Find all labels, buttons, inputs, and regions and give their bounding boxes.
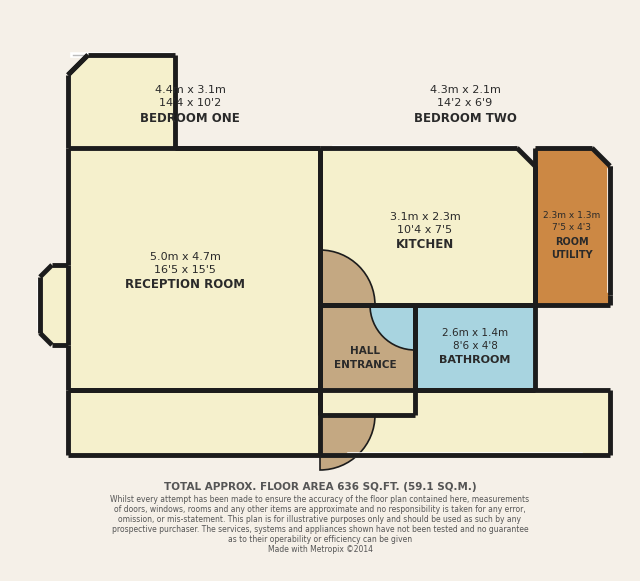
- Text: 8'6 x 4'8: 8'6 x 4'8: [452, 341, 497, 351]
- Polygon shape: [40, 265, 52, 277]
- Polygon shape: [517, 148, 535, 166]
- Wedge shape: [370, 305, 415, 350]
- Polygon shape: [68, 55, 88, 75]
- Wedge shape: [320, 250, 375, 305]
- Bar: [40, 265, 68, 345]
- Text: ROOM: ROOM: [555, 237, 589, 247]
- Bar: [68, 148, 320, 390]
- Bar: [415, 305, 535, 390]
- Text: TOTAL APPROX. FLOOR AREA 636 SQ.FT. (59.1 SQ.M.): TOTAL APPROX. FLOOR AREA 636 SQ.FT. (59.…: [164, 482, 476, 492]
- Text: 16'5 x 15'5: 16'5 x 15'5: [154, 265, 216, 275]
- Text: omission, or mis-statement. This plan is for illustrative purposes only and shou: omission, or mis-statement. This plan is…: [118, 515, 522, 523]
- Text: KITCHEN: KITCHEN: [396, 238, 454, 252]
- Polygon shape: [592, 148, 610, 166]
- Text: as to their operability or efficiency can be given: as to their operability or efficiency ca…: [228, 535, 412, 543]
- Text: 14'4 x 10'2: 14'4 x 10'2: [159, 98, 221, 108]
- Bar: [535, 148, 610, 305]
- Text: of doors, windows, rooms and any other items are approximate and no responsibili: of doors, windows, rooms and any other i…: [114, 504, 526, 514]
- Text: 7'5 x 4'3: 7'5 x 4'3: [552, 224, 591, 232]
- Polygon shape: [40, 333, 52, 345]
- Text: prospective purchaser. The services, systems and appliances shown have not been : prospective purchaser. The services, sys…: [112, 525, 528, 533]
- Text: BEDROOM TWO: BEDROOM TWO: [413, 112, 516, 124]
- Bar: [320, 148, 535, 305]
- Text: HALL: HALL: [350, 346, 380, 356]
- Text: BATHROOM: BATHROOM: [439, 355, 511, 365]
- Text: 3.1m x 2.3m: 3.1m x 2.3m: [390, 212, 460, 222]
- Wedge shape: [320, 415, 375, 470]
- Text: BEDROOM ONE: BEDROOM ONE: [140, 112, 240, 124]
- Text: 2.3m x 1.3m: 2.3m x 1.3m: [543, 210, 600, 220]
- Text: UTILITY: UTILITY: [551, 250, 593, 260]
- Bar: [320, 305, 415, 415]
- Text: 14'2 x 6'9: 14'2 x 6'9: [437, 98, 493, 108]
- Text: 10'4 x 7'5: 10'4 x 7'5: [397, 225, 452, 235]
- Text: 5.0m x 4.7m: 5.0m x 4.7m: [150, 252, 220, 262]
- Bar: [68, 55, 175, 148]
- Text: 4.3m x 2.1m: 4.3m x 2.1m: [429, 85, 500, 95]
- Bar: [320, 390, 610, 455]
- Text: Made with Metropix ©2014: Made with Metropix ©2014: [268, 546, 372, 554]
- Text: ENTRANCE: ENTRANCE: [333, 360, 396, 370]
- Text: 2.6m x 1.4m: 2.6m x 1.4m: [442, 328, 508, 338]
- Text: 4.4m x 3.1m: 4.4m x 3.1m: [155, 85, 225, 95]
- Text: RECEPTION ROOM: RECEPTION ROOM: [125, 278, 245, 292]
- Bar: [68, 390, 320, 455]
- Text: Whilst every attempt has been made to ensure the accuracy of the floor plan cont: Whilst every attempt has been made to en…: [111, 494, 529, 504]
